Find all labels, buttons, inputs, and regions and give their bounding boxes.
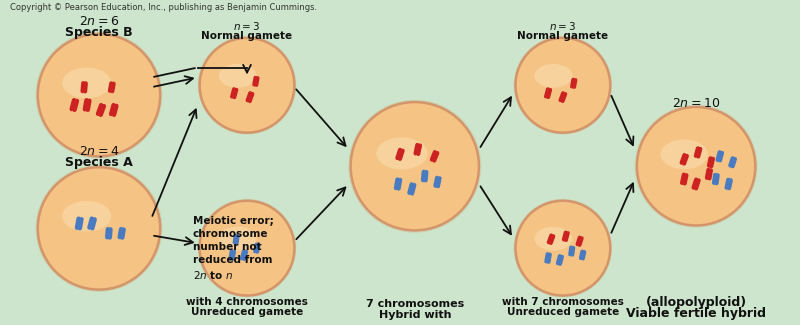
Ellipse shape: [62, 201, 111, 231]
Text: 7 chromosomes: 7 chromosomes: [366, 299, 464, 309]
Text: with 4 chromosomes: with 4 chromosomes: [186, 297, 308, 307]
Text: Meiotic error;
chromosome
number not
reduced from
$2n$ to $n$: Meiotic error; chromosome number not red…: [193, 215, 274, 281]
Ellipse shape: [515, 38, 610, 133]
Text: with 7 chromosomes: with 7 chromosomes: [502, 297, 624, 307]
Ellipse shape: [200, 38, 294, 133]
Text: Unreduced gamete: Unreduced gamete: [506, 307, 619, 317]
Text: Species A: Species A: [65, 156, 133, 169]
Ellipse shape: [515, 201, 610, 295]
Ellipse shape: [62, 68, 111, 98]
Text: $n = 3$: $n = 3$: [550, 20, 576, 32]
Text: $2n = 4$: $2n = 4$: [78, 146, 119, 159]
Ellipse shape: [200, 201, 294, 295]
Ellipse shape: [218, 227, 257, 251]
Text: Hybrid with: Hybrid with: [378, 310, 451, 320]
Text: $2n = 10$: $2n = 10$: [672, 97, 720, 110]
Ellipse shape: [661, 139, 708, 169]
Ellipse shape: [534, 64, 572, 88]
Ellipse shape: [534, 227, 572, 251]
Text: (allopolyploid): (allopolyploid): [646, 295, 746, 308]
Ellipse shape: [376, 137, 428, 169]
Ellipse shape: [38, 167, 160, 290]
Text: Normal gamete: Normal gamete: [518, 31, 609, 41]
Text: $n = 3$: $n = 3$: [234, 20, 261, 32]
Text: Copyright © Pearson Education, Inc., publishing as Benjamin Cummings.: Copyright © Pearson Education, Inc., pub…: [10, 3, 318, 12]
Text: Unreduced gamete: Unreduced gamete: [191, 307, 303, 317]
Ellipse shape: [350, 102, 479, 230]
Text: Viable fertile hybrid: Viable fertile hybrid: [626, 307, 766, 320]
Text: $2n = 6$: $2n = 6$: [78, 15, 119, 28]
Ellipse shape: [38, 34, 160, 156]
Text: Normal gamete: Normal gamete: [202, 31, 293, 41]
Text: Species B: Species B: [65, 26, 133, 39]
Ellipse shape: [218, 64, 257, 88]
Ellipse shape: [637, 107, 755, 226]
